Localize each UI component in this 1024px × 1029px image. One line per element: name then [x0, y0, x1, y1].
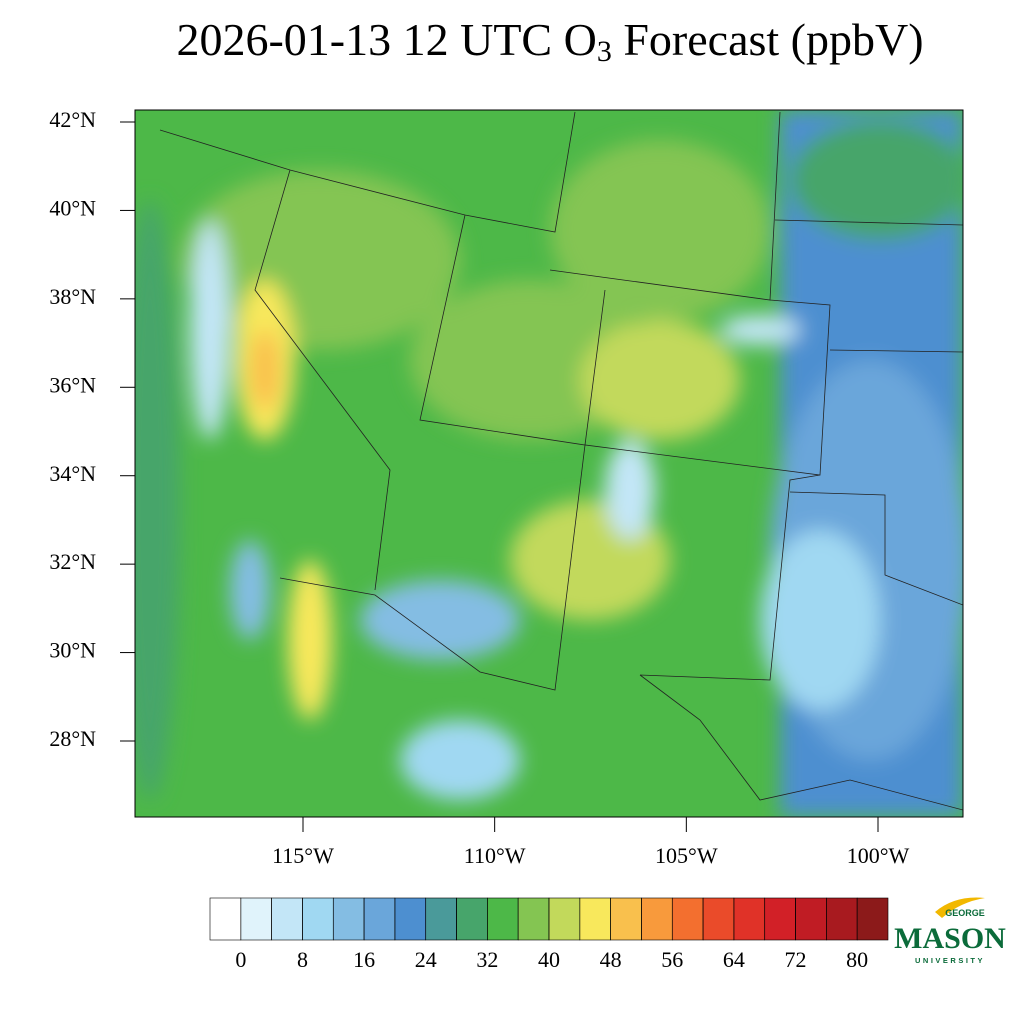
- colorbar-label: 56: [661, 947, 683, 972]
- lon-label: 115°W: [272, 843, 334, 868]
- axes: 42°N 40°N 38°N 36°N 34°N 32°N 30°N 28°N 115°W 110…: [49, 107, 909, 868]
- colorbar-box: [764, 897, 796, 941]
- colorbar-box: [302, 897, 334, 941]
- colorbar-box: [579, 897, 611, 941]
- lat-label: 38°N: [49, 284, 96, 309]
- colorbar-box: [671, 897, 704, 941]
- lat-label: 32°N: [49, 549, 96, 574]
- lat-label: 36°N: [49, 372, 96, 397]
- logo: GEORGE MASON UNIVERSITY: [894, 897, 1006, 965]
- colorbar-box: [733, 897, 766, 941]
- map: [135, 110, 963, 817]
- colorbar-box: [826, 897, 858, 941]
- colorbar-box: [487, 897, 519, 941]
- lat-label: 34°N: [49, 461, 96, 486]
- colorbar-box: [240, 897, 272, 941]
- title: 2026-01-13 12 UTC O3 Forecast (ppbV): [176, 14, 923, 68]
- colorbar-label: 40: [538, 947, 560, 972]
- colorbar-box: [702, 897, 735, 941]
- colorbar-box: [332, 897, 365, 941]
- colorbar-box: [856, 897, 889, 941]
- colorbar-box: [548, 897, 581, 941]
- lat-label: 28°N: [49, 726, 96, 751]
- logo-main: MASON: [894, 922, 1006, 955]
- colorbar-box: [610, 897, 642, 941]
- map-frame: [134, 109, 964, 818]
- logo-top: GEORGE: [945, 908, 985, 918]
- title-subscript: 3: [597, 35, 612, 68]
- colorbar-label: 0: [235, 947, 246, 972]
- lat-label: 30°N: [49, 638, 96, 663]
- title-text: Forecast (ppbV): [612, 14, 924, 65]
- lon-label: 100°W: [847, 843, 910, 868]
- lon-label: 110°W: [464, 843, 526, 868]
- colorbar-label: 80: [846, 947, 868, 972]
- lat-label: 40°N: [49, 195, 96, 220]
- colorbar-box: [271, 897, 303, 941]
- colorbar-label: 8: [297, 947, 308, 972]
- colorbar-label: 16: [353, 947, 375, 972]
- colorbar-box: [425, 897, 457, 941]
- colorbar-box: [209, 897, 242, 941]
- colorbar-box: [394, 897, 427, 941]
- colorbar-label: 48: [600, 947, 622, 972]
- lon-label: 105°W: [655, 843, 718, 868]
- colorbar-box: [795, 897, 827, 941]
- colorbar-box: [363, 897, 396, 941]
- colorbar-label: 32: [476, 947, 498, 972]
- title-text: 2026-01-13 12 UTC O: [176, 14, 596, 65]
- colorbar: 0 8 16 24 32 40 48 56 64 72 80: [209, 897, 889, 972]
- colorbar-label: 72: [785, 947, 807, 972]
- logo-bottom: UNIVERSITY: [915, 956, 985, 965]
- colorbar-label: 64: [723, 947, 745, 972]
- lat-label: 42°N: [49, 107, 96, 132]
- colorbar-box: [456, 897, 488, 941]
- colorbar-label: 24: [415, 947, 437, 972]
- colorbar-box: [517, 897, 550, 941]
- colorbar-box: [641, 897, 673, 941]
